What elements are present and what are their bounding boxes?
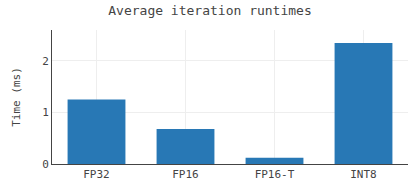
svg-text:Average iteration runtimes: Average iteration runtimes [108,3,312,18]
svg-text:FP32: FP32 [83,168,110,181]
svg-text:0: 0 [42,158,49,171]
svg-text:2: 2 [42,55,49,68]
svg-text:FP16-T: FP16-T [255,168,295,181]
svg-text:INT8: INT8 [350,168,377,181]
svg-text:1: 1 [42,106,49,119]
svg-text:Time (ms): Time (ms) [10,67,23,127]
svg-text:FP16: FP16 [172,168,199,181]
